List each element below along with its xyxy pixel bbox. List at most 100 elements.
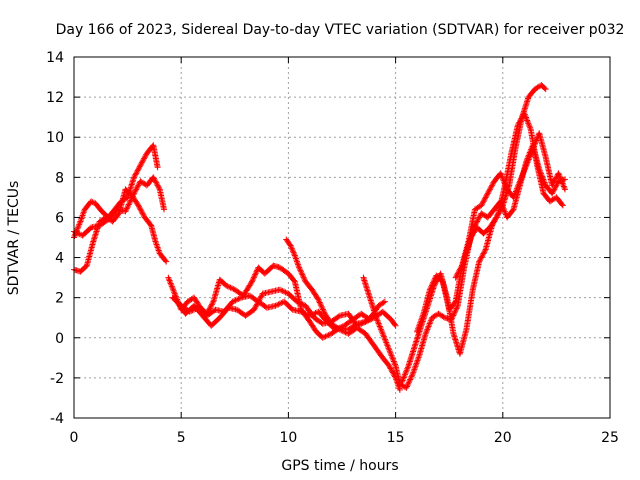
data-point xyxy=(379,330,386,337)
data-point xyxy=(129,194,136,201)
data-point xyxy=(135,202,142,209)
data-point xyxy=(169,284,176,291)
data-point xyxy=(136,205,143,212)
data-point xyxy=(451,299,458,306)
data-point xyxy=(549,189,556,196)
data-point xyxy=(319,306,326,313)
data-point xyxy=(138,209,145,216)
data-point xyxy=(323,332,330,339)
data-point xyxy=(481,249,488,256)
data-point xyxy=(488,183,495,190)
data-point xyxy=(376,322,383,329)
data-point xyxy=(387,351,394,358)
data-point xyxy=(317,300,324,307)
data-point xyxy=(362,318,369,325)
data-point xyxy=(540,177,547,184)
data-point xyxy=(561,186,568,193)
data-point xyxy=(498,201,505,208)
data-point xyxy=(123,205,130,212)
data-point xyxy=(383,339,390,346)
data-point xyxy=(231,298,238,305)
data-point xyxy=(425,323,432,330)
data-point xyxy=(428,282,435,289)
data-point xyxy=(454,271,461,278)
data-point xyxy=(366,316,373,323)
data-point xyxy=(128,195,135,202)
data-point xyxy=(404,382,411,389)
data-point xyxy=(147,221,154,228)
data-point xyxy=(375,320,382,327)
data-point xyxy=(154,182,161,189)
data-point xyxy=(399,377,406,384)
data-point xyxy=(276,300,283,307)
data-point xyxy=(540,176,547,183)
data-point xyxy=(423,327,430,334)
data-point xyxy=(137,206,144,213)
data-point xyxy=(426,320,433,327)
data-point xyxy=(452,308,459,315)
data-point xyxy=(491,217,498,224)
data-point xyxy=(516,119,523,126)
data-point xyxy=(300,274,307,281)
data-point xyxy=(406,377,413,384)
data-point xyxy=(487,185,494,192)
data-point xyxy=(403,367,410,374)
data-point xyxy=(290,249,297,256)
data-point xyxy=(136,164,143,171)
data-point xyxy=(287,242,294,249)
data-point xyxy=(380,332,387,339)
data-point xyxy=(480,198,487,205)
data-point xyxy=(476,258,483,265)
data-point xyxy=(541,85,548,92)
data-point xyxy=(134,167,141,174)
satellite-track xyxy=(283,236,403,393)
data-point xyxy=(168,281,175,288)
data-point xyxy=(155,183,162,190)
data-point xyxy=(500,205,507,212)
data-point xyxy=(131,189,138,196)
data-point xyxy=(319,334,326,341)
data-point xyxy=(538,170,545,177)
data-point xyxy=(426,322,433,329)
data-point xyxy=(301,275,308,282)
data-point xyxy=(408,373,415,380)
data-point xyxy=(282,289,289,296)
data-point xyxy=(483,193,490,200)
data-point xyxy=(248,279,255,286)
data-point xyxy=(424,324,431,331)
data-point xyxy=(532,138,539,145)
data-point xyxy=(559,202,566,209)
data-point xyxy=(521,110,528,117)
data-point xyxy=(228,285,235,292)
data-point xyxy=(286,241,293,248)
data-point xyxy=(384,343,391,350)
data-point xyxy=(478,202,485,209)
data-point xyxy=(288,243,295,250)
data-point xyxy=(536,167,543,174)
data-point xyxy=(430,278,437,285)
data-point xyxy=(494,213,501,220)
data-point xyxy=(521,111,528,118)
data-point xyxy=(375,319,382,326)
data-point xyxy=(316,299,323,306)
data-point xyxy=(486,186,493,193)
data-point xyxy=(299,301,306,308)
x-tick-label: 5 xyxy=(177,430,186,446)
data-point xyxy=(288,305,295,312)
data-point xyxy=(233,296,240,303)
data-point xyxy=(153,179,160,186)
plot-frame xyxy=(73,56,611,419)
data-point xyxy=(256,297,263,304)
data-point xyxy=(542,86,549,93)
data-point xyxy=(431,276,438,283)
data-point xyxy=(480,250,487,257)
data-point xyxy=(472,221,479,228)
y-tick-label: 6 xyxy=(55,210,64,226)
data-point xyxy=(75,230,82,237)
data-point xyxy=(551,186,558,193)
data-point xyxy=(127,198,134,205)
data-point xyxy=(161,206,168,213)
data-point xyxy=(170,286,177,293)
data-point xyxy=(279,287,286,294)
data-point xyxy=(82,263,89,270)
